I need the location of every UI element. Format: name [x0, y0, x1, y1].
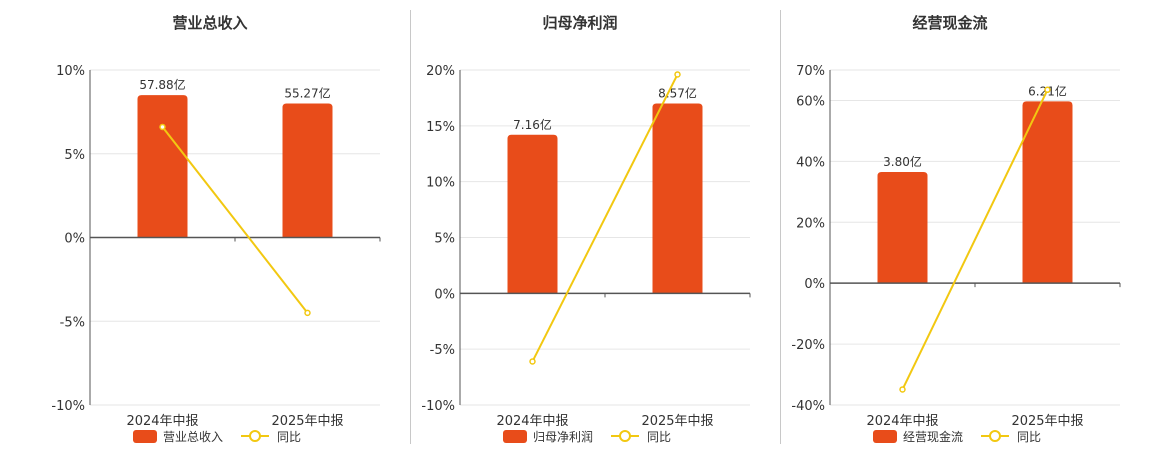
- y-tick-label: 0%: [64, 232, 85, 247]
- legend-bar-label: 归母净利润: [533, 430, 593, 444]
- bar-data-label: 3.80亿: [883, 154, 922, 169]
- bar-data-label: 57.88亿: [139, 77, 185, 92]
- chart-revenue: 营业总收入 10% 5% 0% -5% -10% 57.88亿 55.27亿 2024年中报 20…: [51, 14, 381, 444]
- y-tick-label: 20%: [426, 64, 455, 79]
- x-category-label: 2025年中报: [271, 414, 343, 429]
- y-tick-label: -10%: [421, 399, 455, 414]
- yoy-line: [161, 126, 309, 314]
- y-tick-label: 15%: [426, 120, 455, 135]
- chart-cash-flow: 经营现金流70%60%40%20%0%-20%-40%3.80亿6.21亿202…: [791, 14, 1121, 444]
- yoy-point: [529, 358, 536, 365]
- legend-line-label: 同比: [1017, 430, 1041, 444]
- x-category-label: 2025年中报: [1011, 414, 1083, 429]
- chart-net-profit: 归母净利润 20% 15% 10% 5% 0% -5% -10% 7.16亿 8.57亿 2024年…: [421, 14, 751, 444]
- yoy-point: [1044, 86, 1051, 94]
- legend-line-marker: [249, 430, 261, 442]
- y-tick-label: 40%: [796, 155, 825, 170]
- y-tick-label: 0%: [804, 277, 825, 292]
- bar: [507, 134, 558, 294]
- chart-title: 归母净利润: [542, 14, 617, 32]
- yoy-line: [531, 74, 679, 362]
- chart-title: 经营现金流: [912, 14, 987, 32]
- legend-bar-label: 营业总收入: [163, 430, 223, 444]
- legend-line-marker: [619, 430, 631, 442]
- legend-bar-label: 经营现金流: [903, 429, 963, 444]
- y-tick-label: -10%: [51, 399, 85, 414]
- legend-bar-swatch: [133, 430, 157, 443]
- y-tick-label: 0%: [434, 287, 455, 302]
- y-tick-label: -5%: [60, 315, 85, 330]
- y-tick-label: 5%: [434, 232, 455, 247]
- y-tick-label: -5%: [430, 343, 455, 358]
- yoy-point: [304, 309, 311, 317]
- legend-bar-swatch: [503, 430, 527, 443]
- bar: [1022, 101, 1073, 284]
- y-tick-label: 70%: [796, 64, 825, 79]
- panel-divider: [410, 10, 411, 444]
- x-category-label: 2024年中报: [126, 414, 198, 429]
- y-tick-label: 5%: [64, 148, 85, 163]
- chart-panel-cash-flow: 经营现金流70%60%40%20%0%-20%-40%3.80亿6.21亿202…: [740, 0, 1150, 450]
- legend-line-label: 同比: [647, 430, 671, 444]
- yoy-point: [159, 123, 166, 131]
- bar-data-label: 8.57亿: [658, 86, 697, 101]
- yoy-point: [899, 386, 906, 393]
- x-category-label: 2024年中报: [496, 414, 568, 429]
- yoy-line: [901, 89, 1049, 390]
- panel-divider: [780, 10, 781, 444]
- bar: [137, 95, 188, 238]
- chart-panel-net-profit: 归母净利润 20% 15% 10% 5% 0% -5% -10% 7.16亿 8.57亿 2024年…: [370, 0, 780, 450]
- y-tick-label: 10%: [56, 64, 85, 79]
- x-category-label: 2024年中报: [866, 414, 938, 429]
- chart-title: 营业总收入: [172, 14, 247, 32]
- bar: [652, 103, 703, 294]
- bar: [877, 172, 928, 284]
- legend-line-marker: [989, 430, 1001, 442]
- y-tick-label: 20%: [796, 216, 825, 231]
- x-category-label: 2025年中报: [641, 414, 713, 429]
- y-tick-label: -20%: [791, 338, 825, 353]
- y-tick-label: -40%: [791, 399, 825, 414]
- chart-panel-revenue: 营业总收入 10% 5% 0% -5% -10% 57.88亿 55.27亿 2024年中报 20…: [0, 0, 410, 450]
- bar-data-label: 55.27亿: [284, 86, 330, 101]
- yoy-point: [674, 71, 681, 78]
- y-tick-label: 10%: [426, 176, 455, 191]
- y-tick-label: 60%: [796, 94, 825, 109]
- legend-bar-swatch: [873, 430, 897, 443]
- bar: [282, 103, 333, 238]
- bar-data-label: 7.16亿: [513, 117, 552, 132]
- legend-line-label: 同比: [277, 430, 301, 444]
